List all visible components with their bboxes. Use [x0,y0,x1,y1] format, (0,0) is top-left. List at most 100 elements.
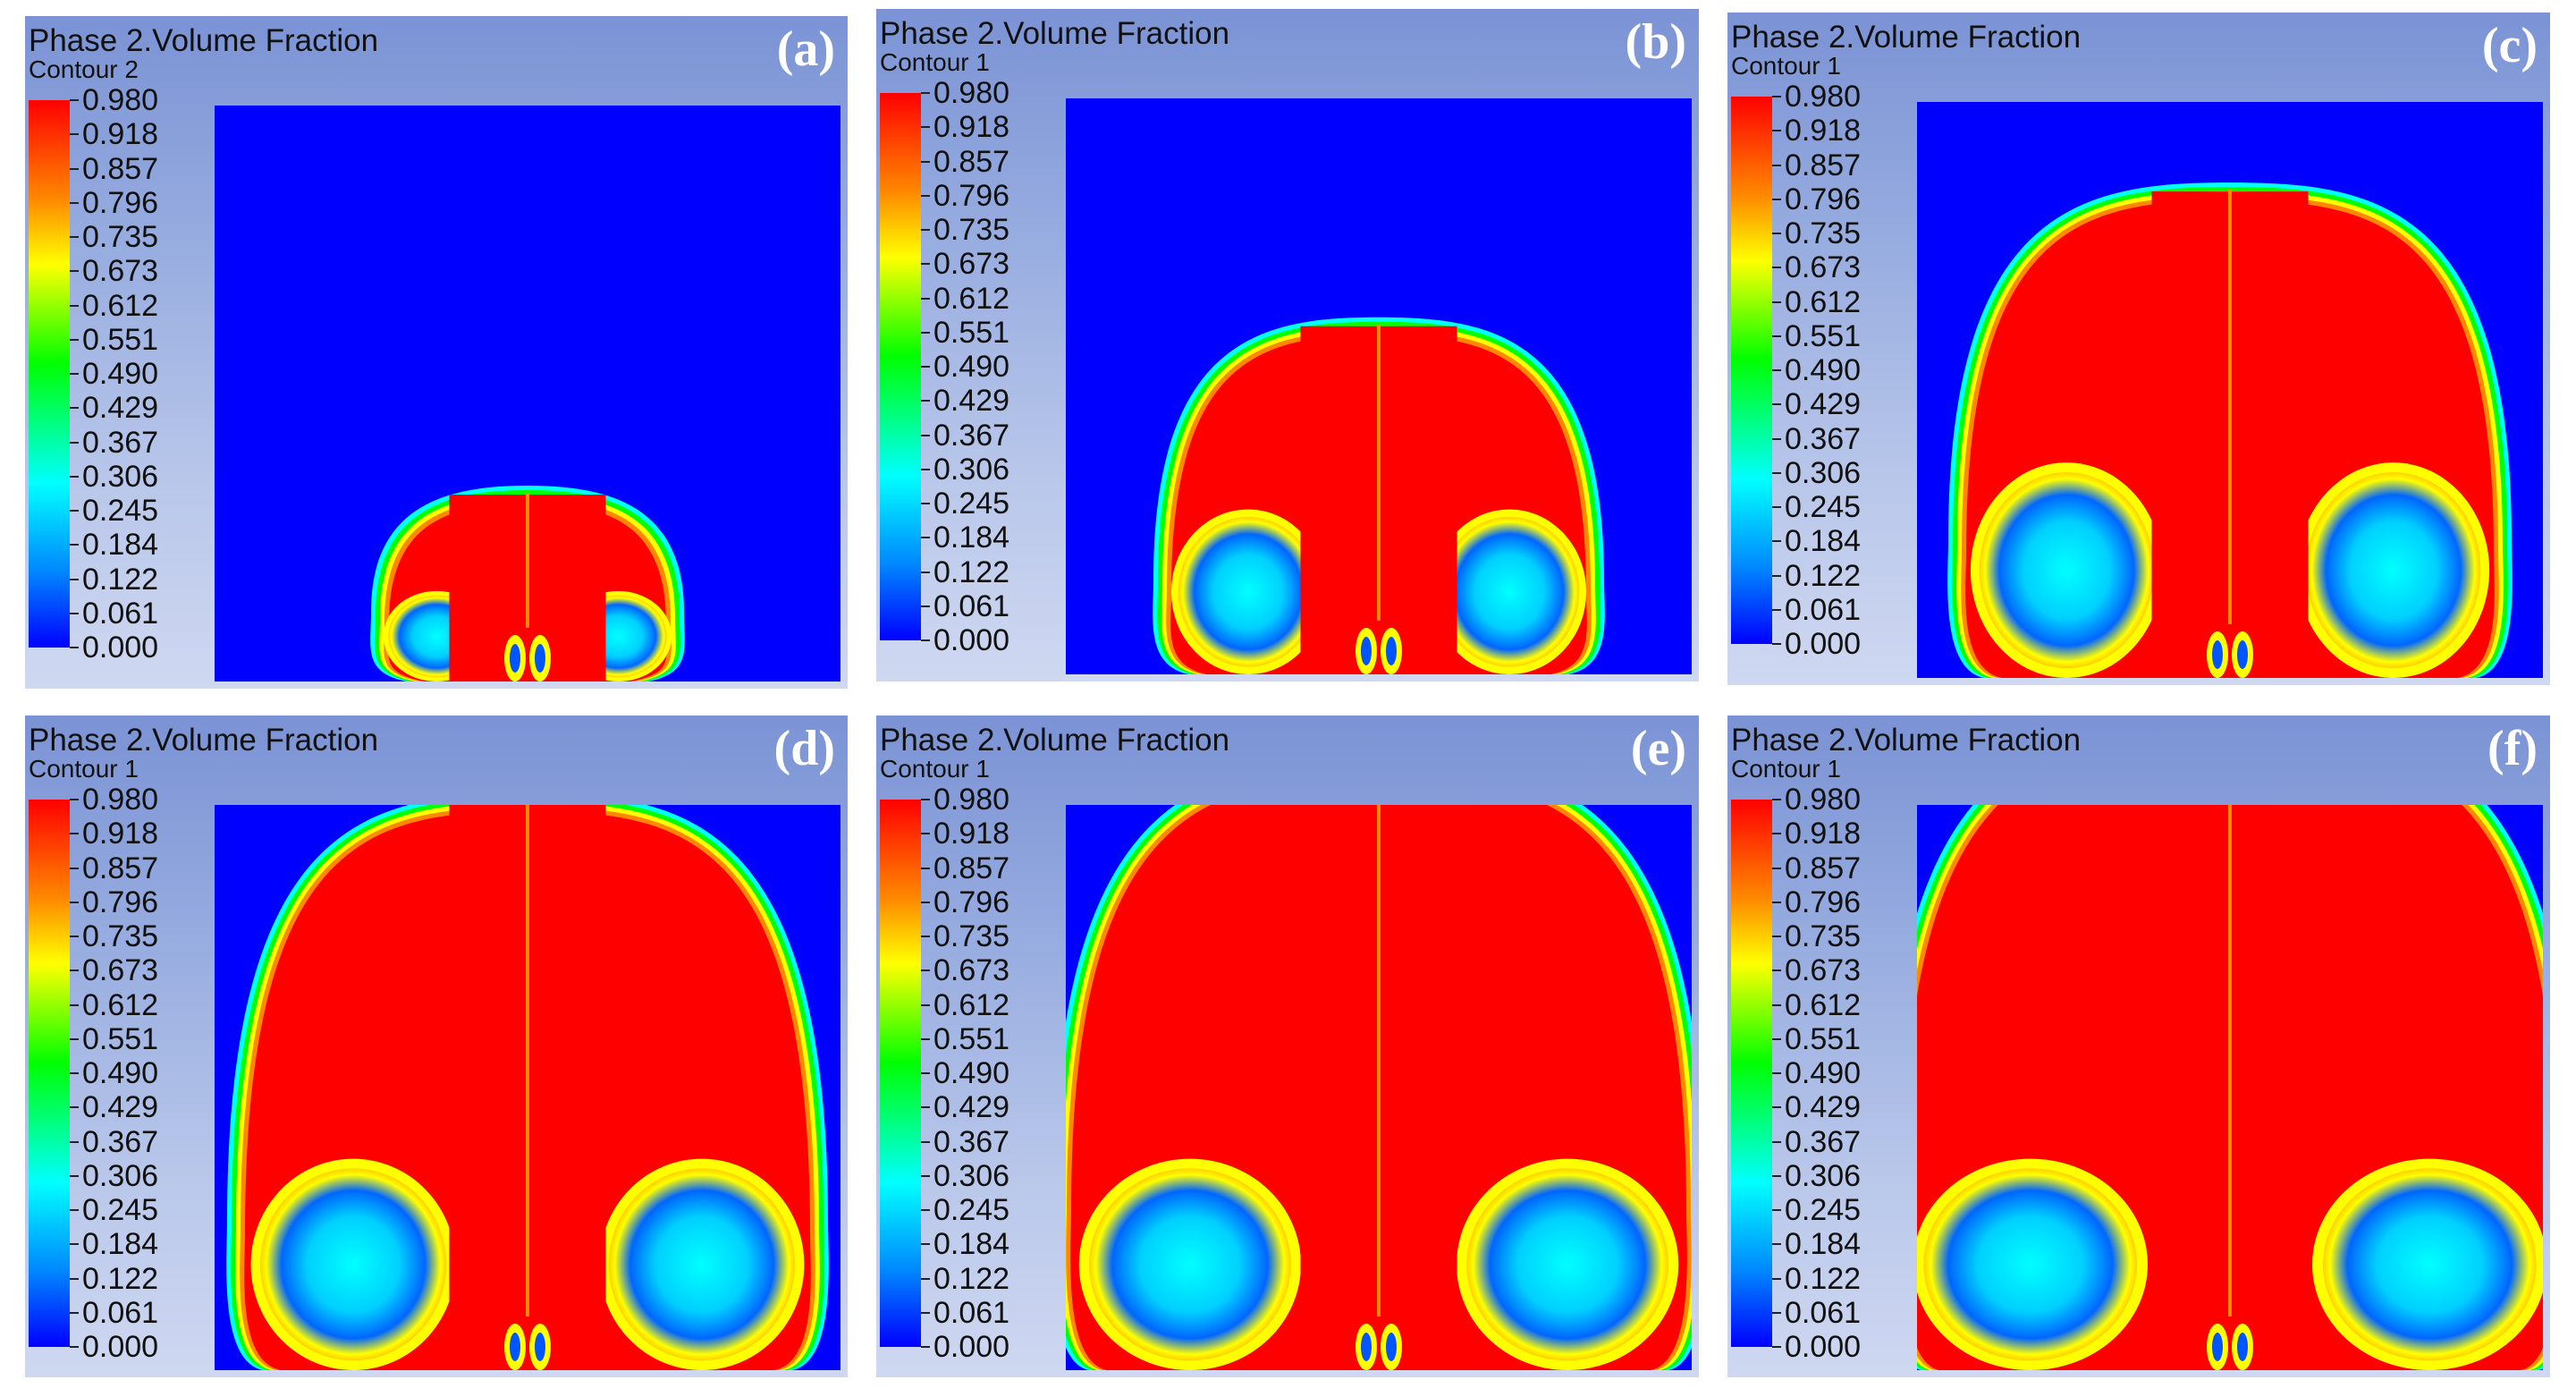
legend-tick [1772,608,1781,611]
legend-tick [1772,1311,1781,1314]
panel-title: Phase 2.Volume Fraction [1731,723,2082,758]
legend-value: 0.122 [933,1261,1010,1296]
legend-tick [70,969,79,972]
legend-value: 0.367 [933,418,1010,453]
contour-plot [1917,805,2543,1370]
legend-value: 0.612 [82,987,159,1022]
legend-value: 0.551 [82,322,159,357]
legend-tick [1772,301,1781,303]
legend-value: 0.245 [933,487,1010,521]
legend-value: 0.551 [933,315,1010,350]
legend-value: 0.918 [1785,114,1862,148]
panel-subtitle: Contour 1 [880,755,990,783]
legend-colorbar [29,800,70,1347]
legend-value: 0.367 [1785,1124,1862,1159]
legend-value: 0.061 [1785,592,1862,627]
contour-panel-3: Phase 2.Volume Fraction Contour 1 (c) 0.980… [1727,13,2550,685]
inlet-bubble-core [535,1333,545,1361]
legend-tick [70,338,79,341]
legend-tick [70,1311,79,1314]
legend-tick [1772,1243,1781,1246]
legend-tick [70,236,79,238]
legend-value: 0.612 [933,281,1010,316]
legend-value: 0.122 [933,555,1010,589]
legend-tick [921,126,930,129]
legend-colorbar [880,800,921,1347]
legend-tick [921,92,930,94]
legend-value: 0.000 [1785,1330,1862,1364]
inlet-bubble-core [1386,1333,1397,1361]
panel-label: (d) [773,721,835,776]
legend-tick [70,1003,79,1006]
legend-tick [70,867,79,869]
vortex-core [1979,472,2154,669]
legend-tick [921,1106,930,1109]
legend-tick [921,605,930,607]
contour-plot [215,106,840,682]
legend-tick [1772,574,1781,577]
legend-value: 0.796 [933,885,1010,919]
contour-panel-4: Phase 2.Volume Fraction Contour 1 (d) 0.980… [25,715,848,1377]
legend-value: 0.857 [82,851,159,885]
legend-value: 0.551 [933,1021,1010,1056]
legend-value: 0.429 [933,384,1010,419]
legend-value: 0.735 [1785,216,1862,250]
legend-value: 0.306 [1785,1158,1862,1193]
inlet-bubble-core [1361,1333,1372,1361]
legend-value: 0.429 [82,391,159,426]
legend-tick [70,578,79,580]
legend-tick [921,434,930,436]
contour-plot [215,805,840,1370]
legend-tick [70,833,79,835]
legend-tick [70,407,79,410]
legend-value: 0.980 [82,783,159,817]
panel-label: (e) [1630,721,1686,776]
legend-value: 0.980 [1785,80,1862,114]
legend-value: 0.857 [82,151,159,186]
legend-value: 0.184 [1785,1227,1862,1262]
legend-tick [1772,833,1781,835]
legend-value: 0.918 [933,817,1010,851]
legend-tick [1772,969,1781,972]
legend-value: 0.245 [933,1193,1010,1227]
legend-value: 0.918 [82,817,159,851]
legend-value: 0.245 [1785,490,1862,524]
legend-tick [70,201,79,204]
legend-value: 0.306 [1785,455,1862,490]
vortex-core [1466,1168,1668,1361]
legend-tick [921,833,930,835]
legend-tick [70,1106,79,1109]
legend-value: 0.551 [1785,1021,1862,1056]
legend-tick [1772,233,1781,234]
legend-value: 0.490 [933,350,1010,384]
legend-value: 0.184 [1785,524,1862,559]
panel-label: (c) [2481,18,2538,73]
inlet-bubble-core [1386,637,1397,665]
legend-tick [1772,901,1781,903]
panel-title: Phase 2.Volume Fraction [880,16,1230,51]
legend-tick [921,799,930,800]
legend-value: 0.061 [933,588,1010,623]
legend-value: 0.000 [82,1330,159,1364]
inlet-bubble-core [535,644,545,673]
legend-value: 0.184 [933,1227,1010,1262]
legend-value: 0.735 [933,213,1010,247]
legend-tick [70,936,79,937]
legend-value: 0.612 [82,288,159,323]
contour-panel-5: Phase 2.Volume Fraction Contour 1 (e) 0.980… [876,715,1699,1377]
contour-plot [1066,98,1692,674]
legend-value: 0.796 [1785,885,1862,919]
panel-title: Phase 2.Volume Fraction [29,23,379,58]
legend-tick [921,160,930,163]
legend-tick [1772,334,1781,337]
inlet-bubble-core [2237,640,2248,669]
legend-tick [70,799,79,800]
legend-tick [921,400,930,402]
legend-tick [1772,506,1781,508]
legend-value: 0.122 [1785,1261,1862,1296]
legend-value: 0.857 [1785,851,1862,885]
legend-tick [1772,96,1781,97]
legend-tick [70,647,79,648]
legend-tick [921,969,930,972]
legend-tick [921,1346,930,1348]
